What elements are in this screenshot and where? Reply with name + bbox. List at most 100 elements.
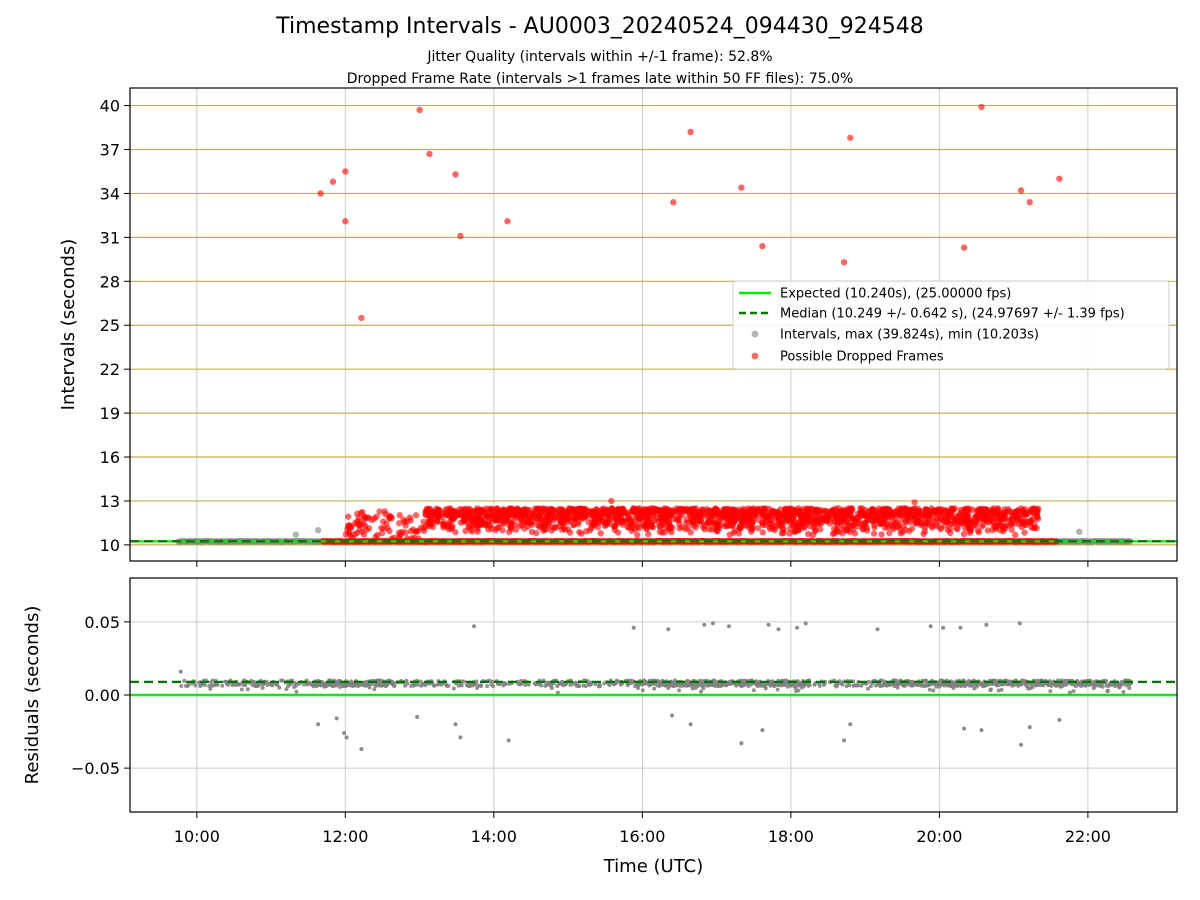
dropped-frame-point [980, 512, 988, 520]
residual-point [699, 689, 704, 694]
residual-point [208, 686, 213, 691]
dropped-frame-point [956, 520, 963, 527]
dropped-frame-point [461, 506, 469, 514]
dropped-frame-point [932, 521, 940, 528]
dropped-frame-point [1026, 519, 1033, 526]
residual-point [1067, 690, 1072, 695]
residual-point [462, 679, 467, 684]
dropped-frame-point [961, 506, 969, 513]
dropped-frame-point [755, 516, 762, 524]
x-tick-label: 10:00 [174, 827, 220, 846]
residual-point [446, 683, 451, 688]
dropped-frame-point [650, 513, 657, 520]
chart-subtitle-dropped-rate: Dropped Frame Rate (intervals >1 frames … [346, 71, 854, 87]
dropped-frame-point [1016, 515, 1024, 522]
residual-point [479, 683, 484, 688]
dropped-frame-point [1012, 531, 1019, 539]
dropped-frame-point [532, 518, 540, 525]
residual-point [372, 687, 377, 692]
residual-point [927, 687, 932, 692]
dropped-frame-point [597, 530, 605, 537]
dropped-frame-point [376, 508, 383, 515]
dropped-frame-point [719, 506, 727, 513]
dropped-frame-point [906, 507, 914, 515]
y-tick-label: 0.05 [84, 613, 120, 632]
dropped-frame-point [906, 527, 913, 535]
dropped-frame-point [576, 528, 583, 536]
residual-point [702, 622, 707, 627]
residual-point [539, 683, 544, 688]
residual-point [979, 728, 984, 733]
interval-point [292, 531, 300, 538]
dropped-frame-point [407, 517, 414, 524]
residual-point [1048, 689, 1053, 694]
residual-point [672, 678, 677, 683]
residual-point [506, 738, 511, 743]
residual-point [688, 722, 693, 727]
dropped-frame-point [641, 505, 649, 513]
dropped-frame-point [645, 517, 653, 524]
dropped-frame-point [897, 530, 904, 537]
dropped-frame-point [978, 103, 985, 111]
intervals-axes-frame [129, 87, 1178, 562]
dropped-frame-point [789, 522, 796, 529]
residual-point [712, 678, 717, 683]
dropped-frame-point [900, 523, 907, 530]
dropped-frame-point [572, 513, 579, 521]
dropped-frame-point [975, 529, 983, 536]
residual-point [415, 714, 420, 719]
dropped-frame-point [847, 508, 855, 515]
dropped-frame-point [1017, 187, 1025, 194]
y-tick-label: 37 [100, 141, 120, 160]
chart-title: Timestamp Intervals - AU0003_20240524_09… [276, 14, 924, 39]
y-tick-label: 28 [100, 272, 120, 291]
dropped-frame-point [829, 530, 837, 537]
dropped-frame-points [317, 103, 1063, 545]
dropped-frame-point [495, 512, 502, 519]
dropped-frame-point [933, 507, 941, 515]
dropped-frame-point [772, 511, 780, 518]
dropped-frame-point [536, 512, 543, 520]
dropped-frame-point [602, 519, 609, 527]
residual-point [1027, 725, 1032, 730]
residual-point [763, 686, 768, 691]
dropped-frame-point [354, 521, 361, 528]
dropped-frame-point [353, 529, 361, 537]
dropped-frame-point [692, 516, 700, 524]
dropped-frame-point [477, 516, 485, 523]
dropped-frame-point [960, 244, 968, 251]
legend-label-expected: Expected (10.240s), (25.00000 fps) [780, 287, 1011, 302]
dropped-frame-point [819, 514, 826, 521]
residual-point [342, 731, 347, 736]
dropped-frame-point [547, 516, 554, 524]
chart-subtitle-jitter: Jitter Quality (intervals within +/-1 fr… [427, 49, 773, 65]
dropped-frame-point [859, 505, 866, 512]
residual-point [316, 722, 321, 727]
residual-point [710, 621, 715, 626]
dropped-frame-point [396, 511, 403, 519]
residual-point [941, 625, 946, 630]
dropped-frame-point [548, 527, 555, 534]
residuals-panel: 0.05 0.00 −0.05 10:00 12:00 14:00 16:00 18:00 20… [22, 577, 1178, 877]
dropped-frame-point [503, 516, 510, 524]
residual-point [726, 624, 731, 629]
legend-swatch-dropped [751, 352, 759, 360]
dropped-frame-point [711, 520, 718, 528]
y-axis-label-intervals: Intervals (seconds) [58, 239, 79, 411]
dropped-frame-point [965, 525, 973, 532]
dropped-frame-point [877, 515, 885, 522]
dropped-frame-point [508, 519, 515, 526]
y-tick-label: 19 [100, 404, 120, 423]
residual-point [472, 624, 477, 629]
dropped-frame-point [570, 505, 577, 513]
dropped-frame-point [886, 529, 893, 537]
residual-point [589, 682, 594, 687]
dropped-frame-point [726, 531, 733, 538]
dropped-frame-point [962, 514, 969, 521]
residual-point [873, 683, 878, 688]
x-tick-label: 14:00 [471, 827, 517, 846]
residual-point [555, 690, 560, 695]
residual-point [1057, 717, 1062, 722]
residual-point [490, 679, 495, 684]
dropped-frame-point [494, 505, 501, 512]
